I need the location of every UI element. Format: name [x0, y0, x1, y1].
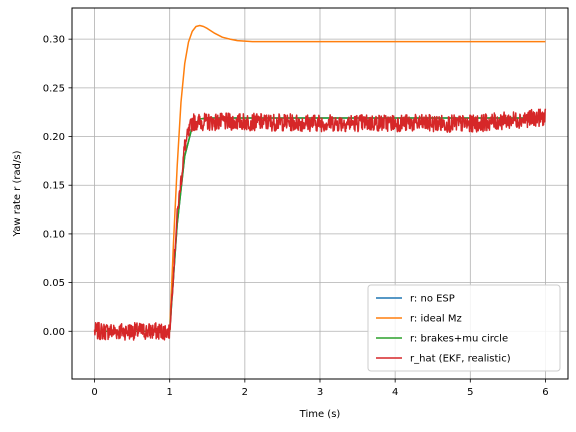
x-tick-label: 6: [542, 387, 548, 398]
x-tick-label: 5: [467, 387, 473, 398]
legend-label: r: brakes+mu circle: [410, 334, 508, 345]
legend: r: no ESP r: ideal Mz r: brakes+mu circle r…: [367, 284, 561, 372]
legend-box: [367, 284, 561, 372]
axis-ticks: 0 1 2 3 4 5 6 0.00 0.05 0.10 0.15 0.20 0.25 0.30: [43, 35, 549, 398]
legend-label: r_hat (EKF, realistic): [410, 354, 511, 365]
y-tick-label: 0.30: [43, 35, 65, 46]
y-tick-label: 0.25: [43, 83, 65, 94]
series-line-r-hat-ekf-realistic: [93, 108, 547, 341]
x-tick-label: 1: [167, 387, 173, 398]
x-tick-label: 0: [91, 387, 97, 398]
series-line-r-ideal-mz: [94, 24, 546, 333]
y-tick-label: 0.00: [43, 327, 65, 338]
legend-label: r: no ESP: [410, 294, 455, 305]
y-tick-label: 0.15: [43, 181, 65, 192]
x-axis-label: Time (s): [299, 409, 341, 420]
x-tick-label: 4: [392, 387, 398, 398]
y-tick-label: 0.05: [43, 278, 65, 289]
legend-label: r: ideal Mz: [410, 314, 462, 325]
y-tick-label: 0.10: [43, 229, 65, 240]
x-tick-label: 2: [242, 387, 248, 398]
x-tick-label: 3: [317, 387, 323, 398]
series-lines: [93, 24, 547, 341]
y-tick-label: 0.20: [43, 132, 65, 143]
y-axis-label: Yaw rate r (rad/s): [12, 150, 23, 237]
